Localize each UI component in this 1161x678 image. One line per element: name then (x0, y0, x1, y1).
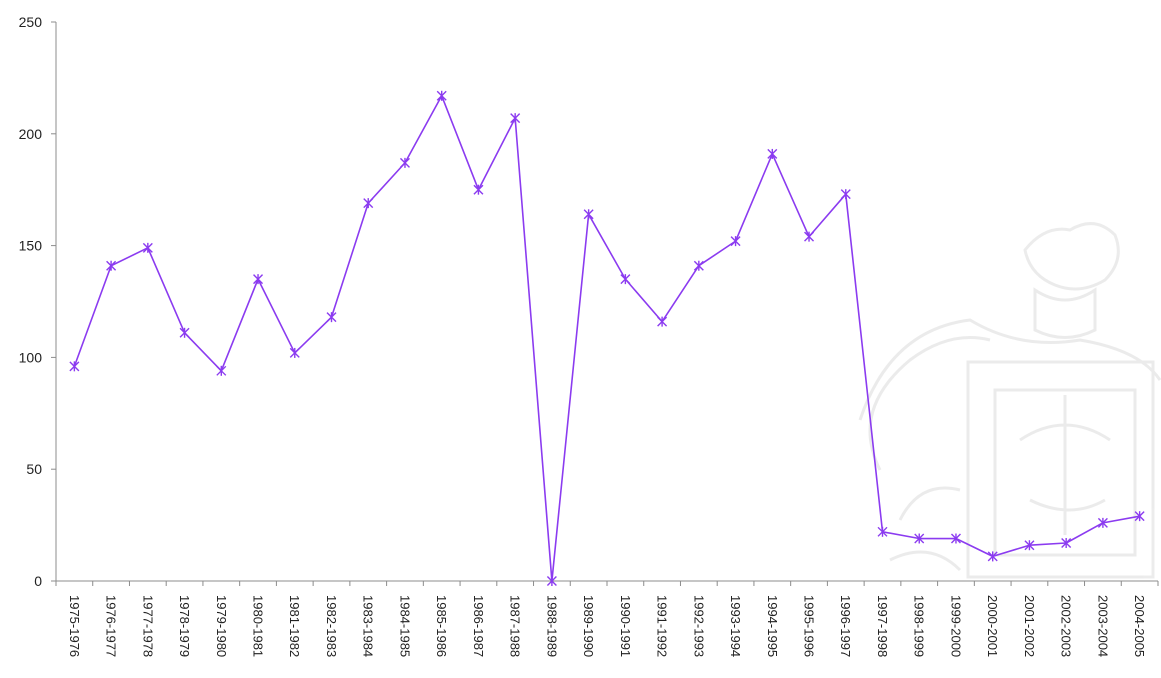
data-point-marker (216, 365, 227, 376)
data-point-marker (730, 236, 741, 247)
data-point-marker (767, 148, 778, 159)
series-line (73, 94, 1140, 582)
x-tick-label: 2001-2002 (1022, 595, 1037, 657)
data-point-marker (987, 551, 998, 562)
data-point-marker (804, 231, 815, 242)
data-point-marker (289, 347, 300, 358)
x-tick-label: 1989-1990 (581, 595, 596, 657)
data-point-marker (473, 184, 484, 195)
data-point-marker (1134, 511, 1145, 522)
y-tick-label: 0 (34, 573, 42, 589)
x-tick-label: 2002-2003 (1059, 595, 1074, 657)
x-tick-label: 1982-1983 (324, 595, 339, 657)
x-tick-label: 1985-1986 (434, 595, 449, 657)
data-point-marker (583, 209, 594, 220)
y-tick-label: 100 (19, 349, 43, 365)
x-tick-label: 1977-1978 (140, 595, 155, 657)
data-point-marker (693, 260, 704, 271)
data-point-marker (436, 90, 447, 101)
y-tick-label: 50 (26, 461, 42, 477)
x-tick-label: 1993-1994 (728, 595, 743, 657)
data-point-marker (877, 526, 888, 537)
data-point-marker (253, 274, 264, 285)
seal-watermark (858, 222, 1161, 579)
y-tick-label: 200 (19, 126, 43, 142)
x-tick-label: 1998-1999 (912, 595, 927, 657)
data-point-marker (914, 533, 925, 544)
x-tick-label: 1980-1981 (250, 595, 265, 657)
data-point-marker (399, 157, 410, 168)
x-tick-label: 1996-1997 (838, 595, 853, 657)
data-point-marker (1097, 517, 1108, 528)
data-point-marker (69, 361, 80, 372)
x-tick-label: 1999-2000 (948, 595, 963, 657)
x-tick-label: 1981-1982 (287, 595, 302, 657)
x-tick-label: 1983-1984 (361, 595, 376, 657)
x-tick-label: 1997-1998 (875, 595, 890, 657)
x-tick-label: 1979-1980 (214, 595, 229, 657)
data-point-marker (1024, 540, 1035, 551)
x-tick-label: 1986-1987 (471, 595, 486, 657)
x-tick-label: 1994-1995 (765, 595, 780, 657)
x-tick-label: 1995-1996 (801, 595, 816, 657)
x-tick-label: 1975-1976 (67, 595, 82, 657)
data-point-marker (326, 312, 337, 323)
data-point-marker (620, 274, 631, 285)
x-tick-label: 1988-1989 (544, 595, 559, 657)
y-tick-label: 250 (19, 14, 43, 30)
x-tick-label: 1984-1985 (397, 595, 412, 657)
x-tick-label: 2000-2001 (985, 595, 1000, 657)
x-tick-label: 1976-1977 (104, 595, 119, 657)
data-point-marker (950, 533, 961, 544)
x-tick-label: 2003-2004 (1095, 595, 1110, 657)
data-point-marker (657, 316, 668, 327)
x-tick-label: 1987-1988 (508, 595, 523, 657)
y-tick-label: 150 (19, 238, 43, 254)
x-tick-label: 1992-1993 (691, 595, 706, 657)
x-tick-label: 1991-1992 (655, 595, 670, 657)
data-point-marker (510, 113, 521, 124)
x-tick-label: 2004-2005 (1132, 595, 1147, 657)
data-point-marker (179, 327, 190, 338)
data-point-marker (363, 198, 374, 209)
data-point-marker (840, 189, 851, 200)
x-tick-label: 1978-1979 (177, 595, 192, 657)
data-point-marker (106, 260, 117, 271)
data-point-marker (142, 242, 153, 253)
x-tick-label: 1990-1991 (618, 595, 633, 657)
data-point-marker (1061, 537, 1072, 548)
data-point-marker (546, 576, 557, 586)
